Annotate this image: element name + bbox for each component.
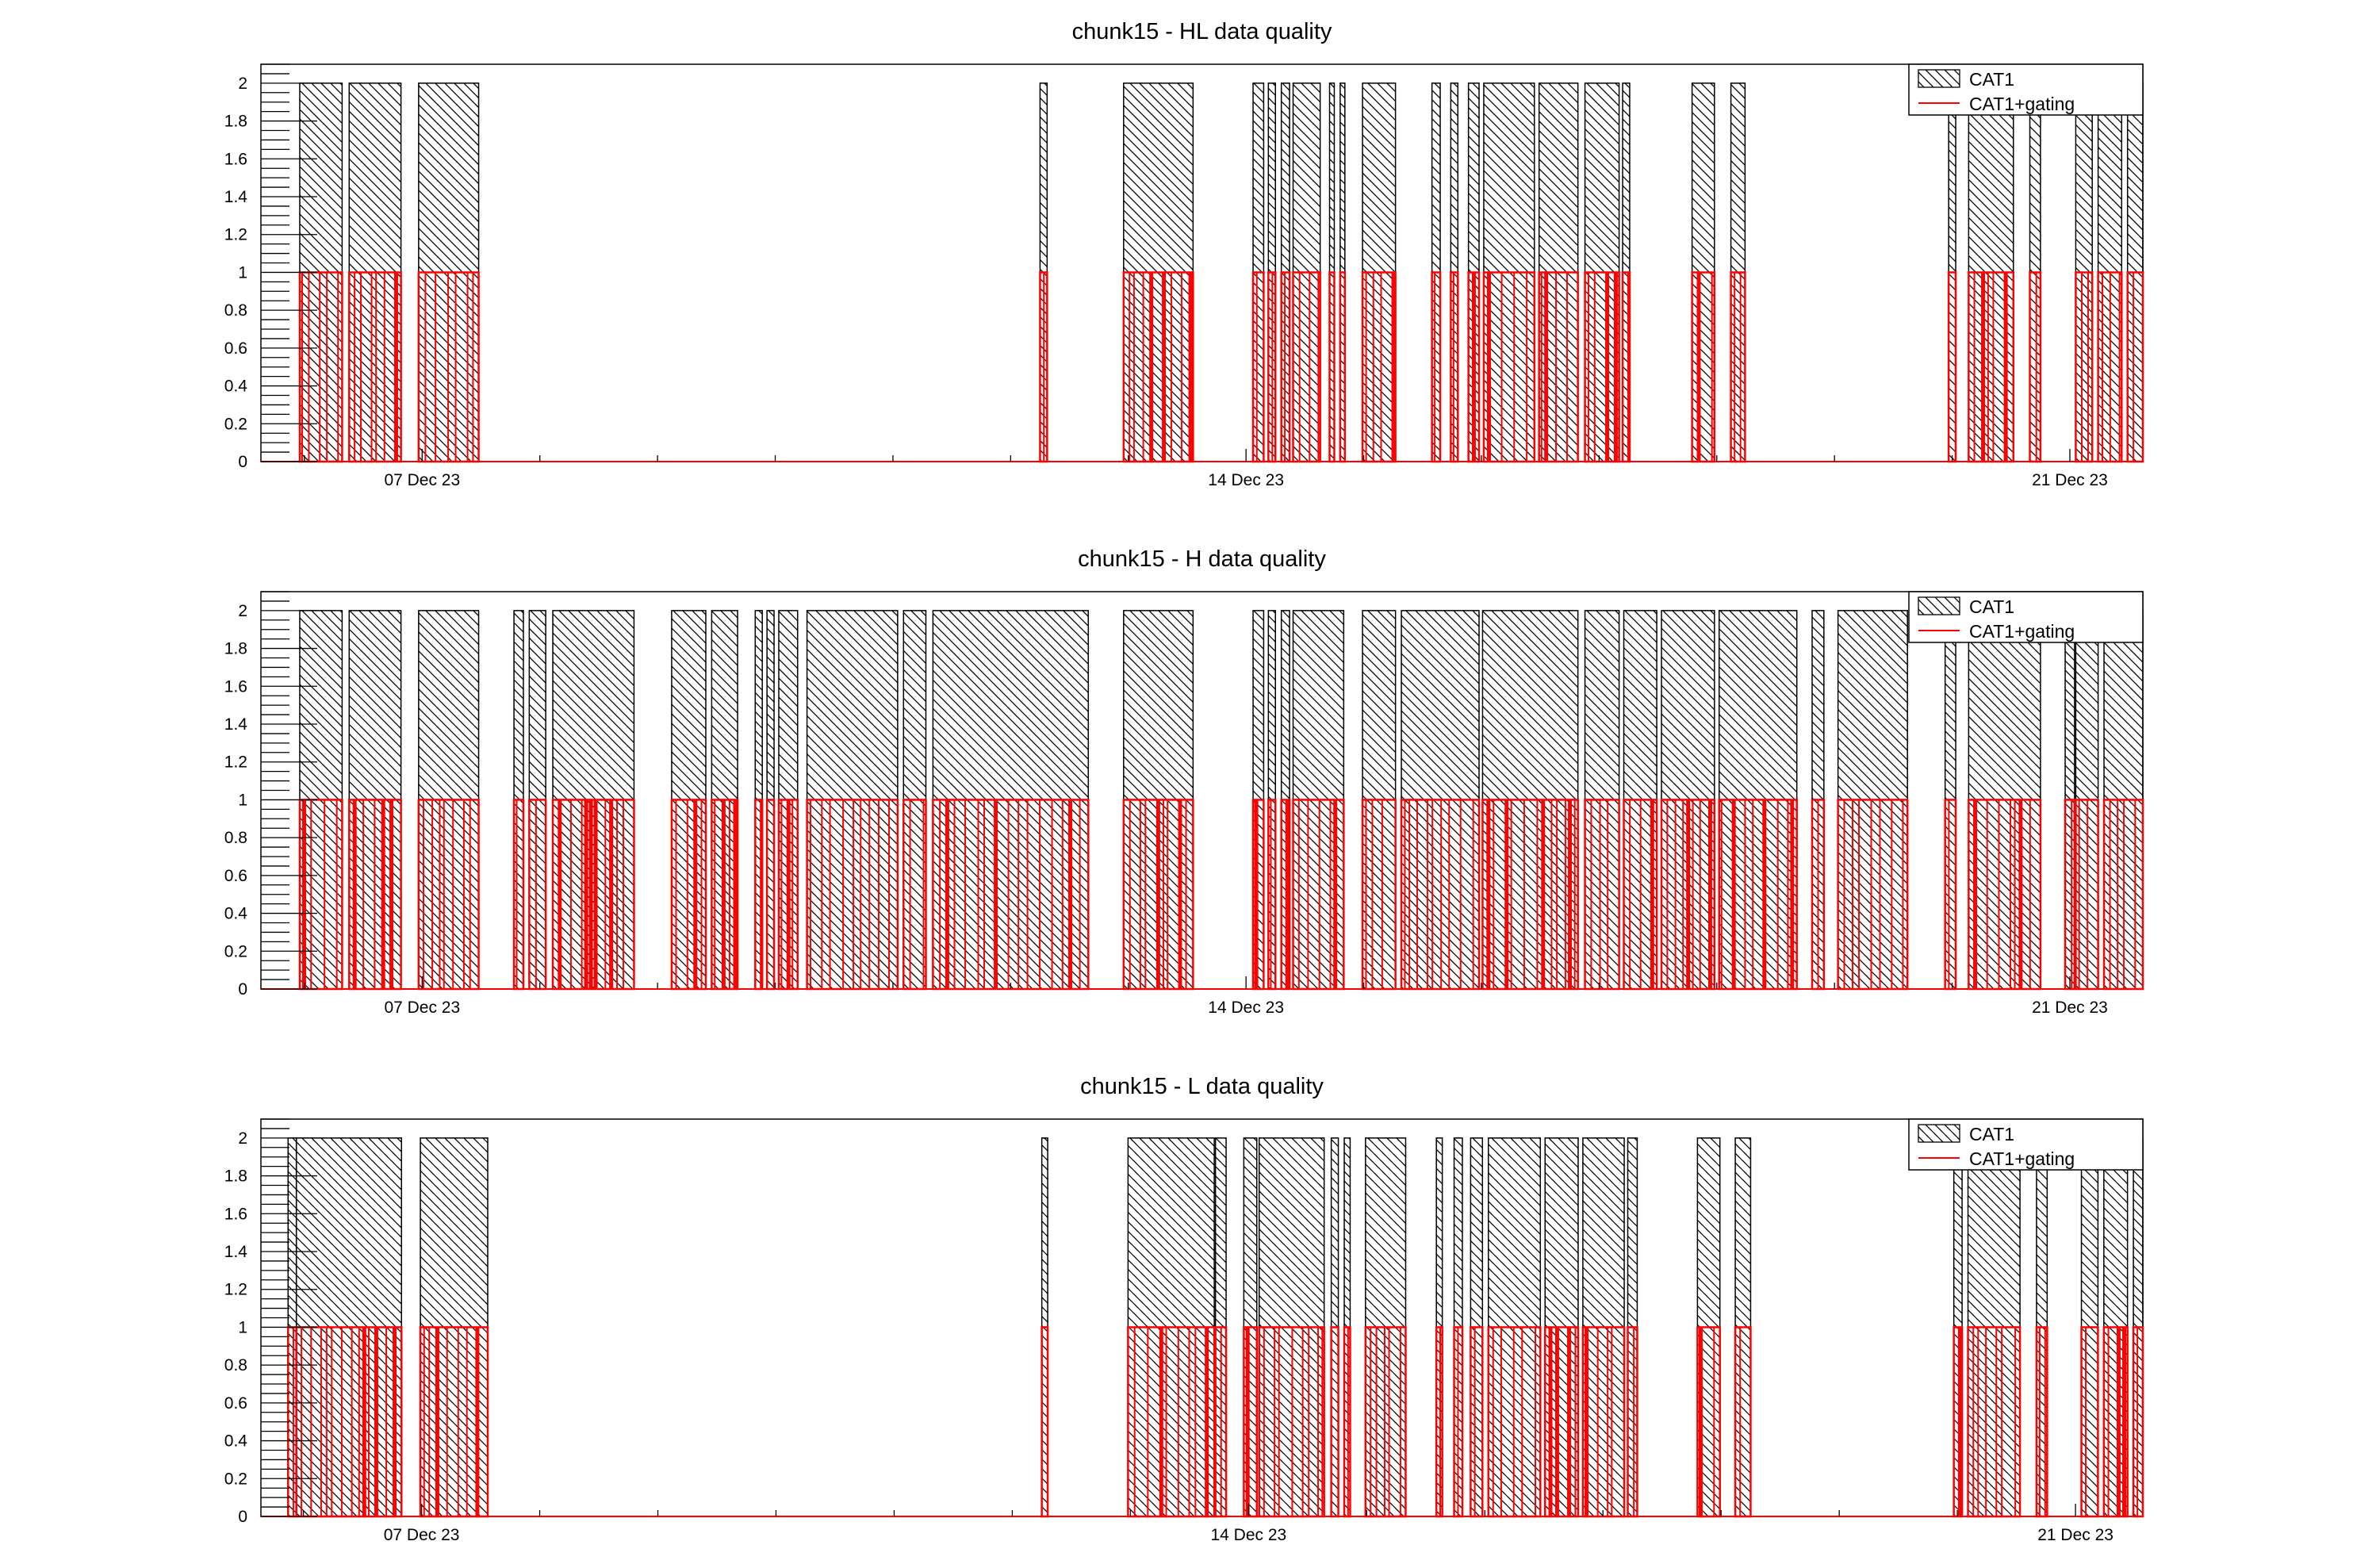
x-tick-label: 07 Dec 23: [384, 471, 460, 489]
legend-cat1-label: CAT1: [1969, 69, 2014, 90]
y-tick-label: 0: [238, 1508, 247, 1526]
x-tick-label: 21 Dec 23: [2032, 999, 2108, 1017]
legend-cat1-swatch: [1918, 69, 1960, 88]
x-tick-label: 07 Dec 23: [384, 999, 460, 1017]
legend-cat1-swatch: [1918, 596, 1960, 615]
y-tick-label: 1.4: [224, 715, 248, 734]
panel-1: chunk15 - H data quality 0 0.2 0.4 0.6 0.8 1 1.…: [224, 546, 2144, 1017]
y-tick-label: 0.8: [224, 301, 247, 320]
panel-0: chunk15 - HL data quality 0 0.2 0.4 0.6 0.8 1 1…: [224, 19, 2144, 489]
y-tick-label: 1.2: [224, 226, 247, 244]
y-tick-label: 0: [238, 453, 247, 471]
legend: CAT1 CAT1+gating: [1908, 63, 2144, 116]
legend-cat1-swatch: [1918, 1124, 1960, 1143]
y-tick-label: 1.4: [224, 188, 248, 206]
chart-title: chunk15 - H data quality: [1078, 546, 1326, 572]
y-tick-label: 1.6: [224, 1205, 247, 1223]
legend-cat1-label: CAT1: [1969, 1124, 2014, 1144]
y-tick-label: 1.8: [224, 113, 247, 131]
y-tick-label: 0.6: [224, 1394, 247, 1413]
legend-cat1-label: CAT1: [1969, 596, 2014, 617]
y-tick-label: 1.4: [224, 1243, 248, 1261]
legend-gating-label: CAT1+gating: [1969, 94, 2075, 114]
y-tick-label: 0.8: [224, 1356, 247, 1374]
plot-frame: [260, 63, 2144, 462]
x-tick-label: 07 Dec 23: [384, 1526, 460, 1544]
x-tick-label: 21 Dec 23: [2037, 1526, 2113, 1544]
chart-title: chunk15 - HL data quality: [1072, 19, 1332, 44]
x-tick-label: 14 Dec 23: [1208, 471, 1284, 489]
y-tick-label: 1.2: [224, 753, 247, 772]
y-tick-label: 0.2: [224, 942, 247, 960]
y-tick-label: 0.6: [224, 339, 247, 358]
y-tick-label: 0.4: [224, 905, 248, 923]
y-tick-label: 0.2: [224, 415, 247, 433]
panel-2: chunk15 - L data quality 0 0.2 0.4 0.6 0.8 1 1.…: [224, 1074, 2144, 1544]
y-tick-label: 1: [238, 263, 247, 282]
y-tick-label: 0.4: [224, 1432, 248, 1451]
legend-gating-label: CAT1+gating: [1969, 621, 2075, 642]
x-tick-label: 14 Dec 23: [1210, 1526, 1286, 1544]
y-tick-label: 1.6: [224, 677, 247, 696]
y-tick-label: 0.6: [224, 867, 247, 885]
y-tick-label: 0.2: [224, 1470, 247, 1488]
y-tick-label: 1.2: [224, 1281, 247, 1299]
y-tick-label: 2: [238, 602, 247, 620]
chart-title: chunk15 - L data quality: [1080, 1074, 1324, 1099]
legend: CAT1 CAT1+gating: [1908, 1118, 2144, 1171]
x-tick-label: 21 Dec 23: [2032, 471, 2108, 489]
legend: CAT1 CAT1+gating: [1908, 591, 2144, 643]
y-tick-label: 0.4: [224, 378, 248, 396]
y-tick-label: 0.8: [224, 829, 247, 847]
legend-gating-label: CAT1+gating: [1969, 1148, 2075, 1169]
y-tick-label: 1: [238, 791, 247, 809]
y-tick-label: 1.6: [224, 150, 247, 168]
y-tick-label: 0: [238, 980, 247, 999]
y-tick-label: 1.8: [224, 640, 247, 658]
y-tick-label: 2: [238, 1129, 247, 1148]
y-tick-label: 1.8: [224, 1167, 247, 1186]
x-tick-label: 14 Dec 23: [1208, 999, 1284, 1017]
y-tick-label: 1: [238, 1318, 247, 1336]
y-tick-label: 2: [238, 75, 247, 93]
